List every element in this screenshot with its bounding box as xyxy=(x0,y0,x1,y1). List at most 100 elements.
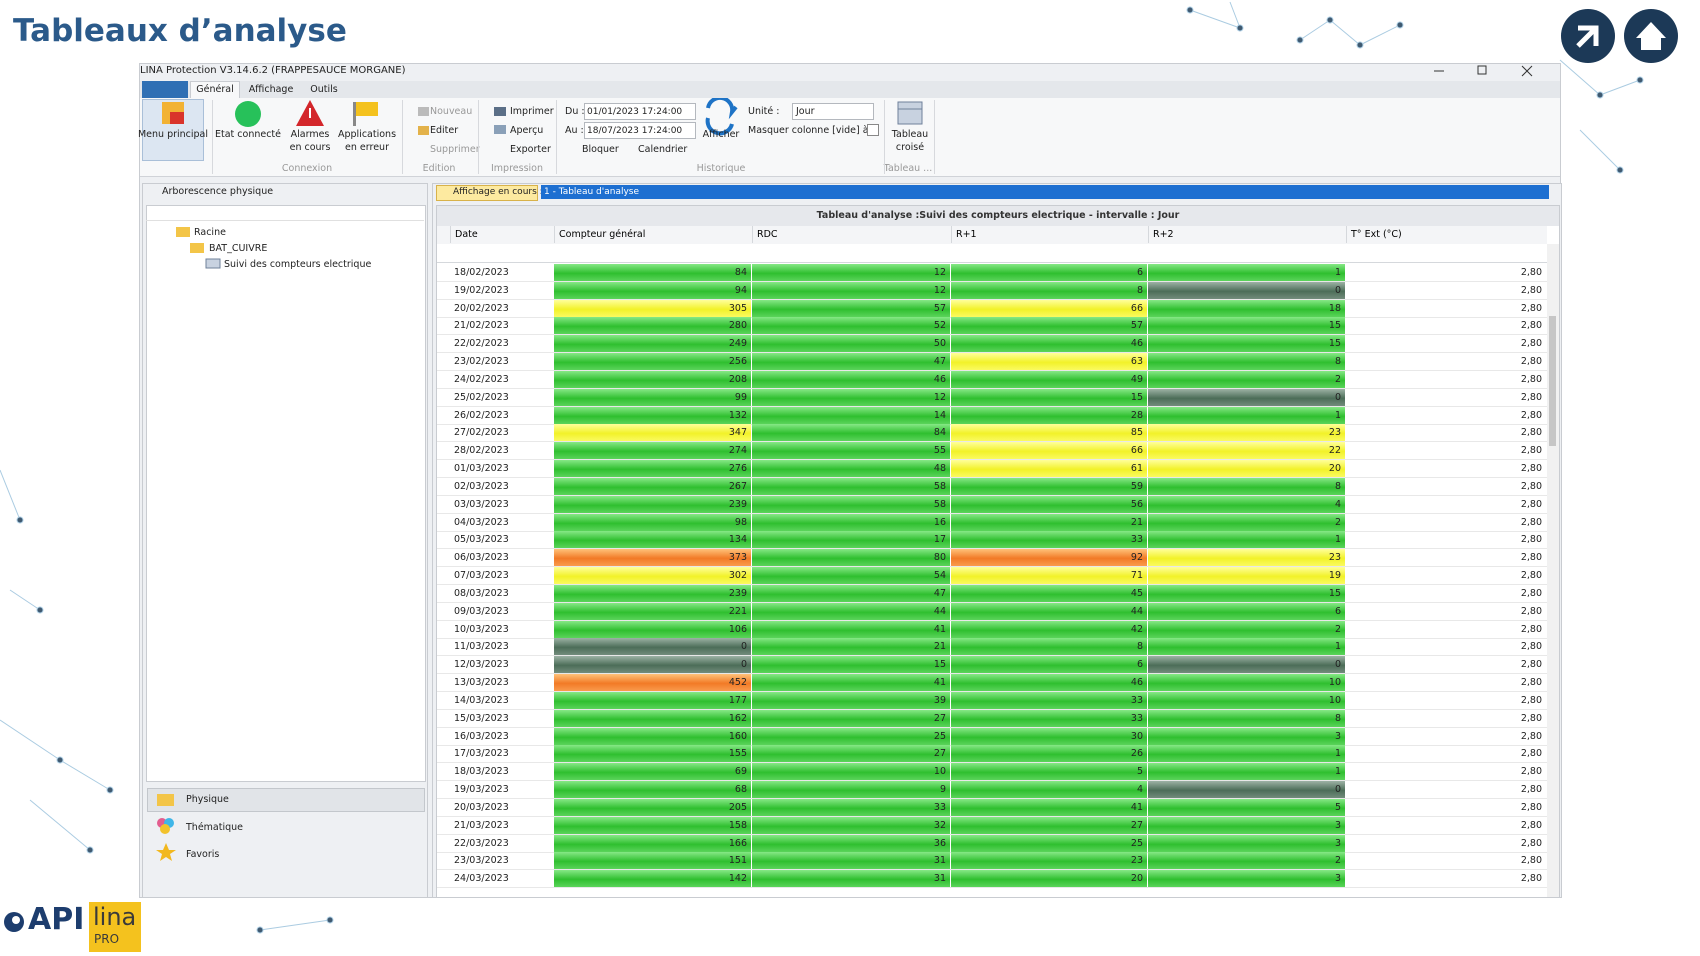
column-header[interactable]: Compteur général xyxy=(554,226,752,243)
grid-cell: 21 xyxy=(951,514,1147,531)
grid-cell: 239 xyxy=(554,585,751,602)
grid-cell: 71 xyxy=(951,567,1147,584)
grid-cell: 24/02/2023 xyxy=(450,371,553,388)
grid-cell: 18/03/2023 xyxy=(450,763,553,780)
ribbon-label[interactable]: en cours xyxy=(290,142,331,154)
filter-row xyxy=(146,220,424,221)
grid-cell: 16/03/2023 xyxy=(450,728,553,745)
grid-cell: 452 xyxy=(554,674,751,691)
grid-cell: 3 xyxy=(1148,835,1345,852)
separator xyxy=(402,100,403,174)
grid-cell: 41 xyxy=(752,621,950,638)
grid-cell: 10 xyxy=(1148,692,1345,709)
grid-cell: 28/02/2023 xyxy=(450,442,553,459)
ribbon-label[interactable]: Calendrier xyxy=(638,144,687,156)
ribbon-label[interactable]: Afficher xyxy=(703,129,740,141)
ribbon-label[interactable]: Etat connecté xyxy=(215,129,281,141)
grid-cell: 21/03/2023 xyxy=(450,817,553,834)
tree-node[interactable]: BAT_CUIVRE xyxy=(209,243,267,255)
column-header[interactable]: RDC xyxy=(752,226,951,243)
grid-cell: 2 xyxy=(1148,852,1345,869)
current-select[interactable] xyxy=(541,185,1549,199)
grid-cell: 2,80 xyxy=(1346,567,1546,584)
grid-cell: 8 xyxy=(1148,353,1345,370)
grid-cell: 21 xyxy=(752,638,950,655)
ribbon-label[interactable]: Nouveau xyxy=(430,106,472,118)
grid-cell: 27 xyxy=(752,745,950,762)
grid-cell: 267 xyxy=(554,478,751,495)
grid-cell: 44 xyxy=(752,603,950,620)
tab[interactable]: Général xyxy=(196,84,233,96)
separator xyxy=(556,100,557,174)
grid-cell: 274 xyxy=(554,442,751,459)
grid-cell: 2,80 xyxy=(1346,496,1546,513)
grid-cell: 0 xyxy=(1148,781,1345,798)
grid-cell: 61 xyxy=(951,460,1147,477)
ribbon-label[interactable]: Alarmes xyxy=(291,129,330,141)
column-header[interactable]: T° Ext (°C) xyxy=(1346,226,1547,243)
ribbon-label[interactable]: Bloquer xyxy=(582,144,619,156)
grid-cell: 256 xyxy=(554,353,751,370)
grid-cell: 2,80 xyxy=(1346,442,1546,459)
grid-cell: 69 xyxy=(554,763,751,780)
tree-node[interactable]: Racine xyxy=(194,227,226,239)
ribbon-label[interactable]: Editer xyxy=(430,125,458,137)
nav-item[interactable]: Physique xyxy=(186,794,229,806)
column-header[interactable]: Date xyxy=(450,226,554,243)
window-controls[interactable] xyxy=(1432,64,1552,78)
home-tab[interactable] xyxy=(142,81,188,98)
grid-cell: 205 xyxy=(554,799,751,816)
grid-cell: 33 xyxy=(951,710,1147,727)
grid-cell: 66 xyxy=(951,300,1147,317)
grid-cell: 2,80 xyxy=(1346,407,1546,424)
grid-cell: 49 xyxy=(951,371,1147,388)
grid-cell: 59 xyxy=(951,478,1147,495)
ribbon-label[interactable]: Tableau xyxy=(892,129,928,141)
nav-icons xyxy=(156,790,176,870)
date-value[interactable]: 01/01/2023 17:24:00 xyxy=(587,106,682,118)
ribbon-label[interactable]: en erreur xyxy=(345,142,389,154)
grid-cell: 46 xyxy=(951,674,1147,691)
tab[interactable]: Outils xyxy=(310,84,337,96)
grid-cell: 2 xyxy=(1148,371,1345,388)
grid-cell: 20 xyxy=(1148,460,1345,477)
grid-cell: 27 xyxy=(752,710,950,727)
grid-cell: 22 xyxy=(1148,442,1345,459)
ribbon-label[interactable]: croisé xyxy=(896,142,924,154)
grid-cell: 28 xyxy=(951,407,1147,424)
grid-cell: 12 xyxy=(752,282,950,299)
ribbon-label[interactable]: Menu principal xyxy=(138,129,208,141)
grid-cell: 1 xyxy=(1148,638,1345,655)
grid-cell: 1 xyxy=(1148,763,1345,780)
tree-node[interactable]: Suivi des compteurs electrique xyxy=(224,259,371,271)
grid-cell: 8 xyxy=(1148,710,1345,727)
grid-cell: 2 xyxy=(1148,514,1345,531)
grid-cell: 63 xyxy=(951,353,1147,370)
nav-item[interactable]: Favoris xyxy=(186,849,219,861)
date-value[interactable]: 18/07/2023 17:24:00 xyxy=(587,125,682,137)
column-header[interactable]: R+2 xyxy=(1148,226,1346,243)
column-header[interactable]: R+1 xyxy=(951,226,1148,243)
grid-cell: 2,80 xyxy=(1346,317,1546,334)
grid-cell: 07/03/2023 xyxy=(450,567,553,584)
ribbon-label[interactable]: Supprimer xyxy=(430,144,480,156)
scrollbar-thumb[interactable] xyxy=(1549,316,1556,446)
checkbox[interactable] xyxy=(867,124,879,136)
grid-cell: 84 xyxy=(554,264,751,281)
ribbon-label[interactable]: Aperçu xyxy=(510,125,543,137)
unit-value[interactable]: Jour xyxy=(796,106,815,118)
grid-cell: 04/03/2023 xyxy=(450,514,553,531)
grid-cell: 5 xyxy=(1148,799,1345,816)
ribbon-label[interactable]: Exporter xyxy=(510,144,551,156)
ribbon-label[interactable]: Applications xyxy=(338,129,396,141)
grid-cell: 8 xyxy=(951,638,1147,655)
ribbon-label[interactable]: Imprimer xyxy=(510,106,554,118)
grid-cell: 14/03/2023 xyxy=(450,692,553,709)
nav-item[interactable]: Thématique xyxy=(186,822,243,834)
grid-cell: 56 xyxy=(951,496,1147,513)
current-value[interactable]: 1 - Tableau d'analyse xyxy=(544,186,639,198)
grid-cell: 0 xyxy=(1148,656,1345,673)
tab[interactable]: Affichage xyxy=(249,84,294,96)
grid-cell: 2,80 xyxy=(1346,424,1546,441)
